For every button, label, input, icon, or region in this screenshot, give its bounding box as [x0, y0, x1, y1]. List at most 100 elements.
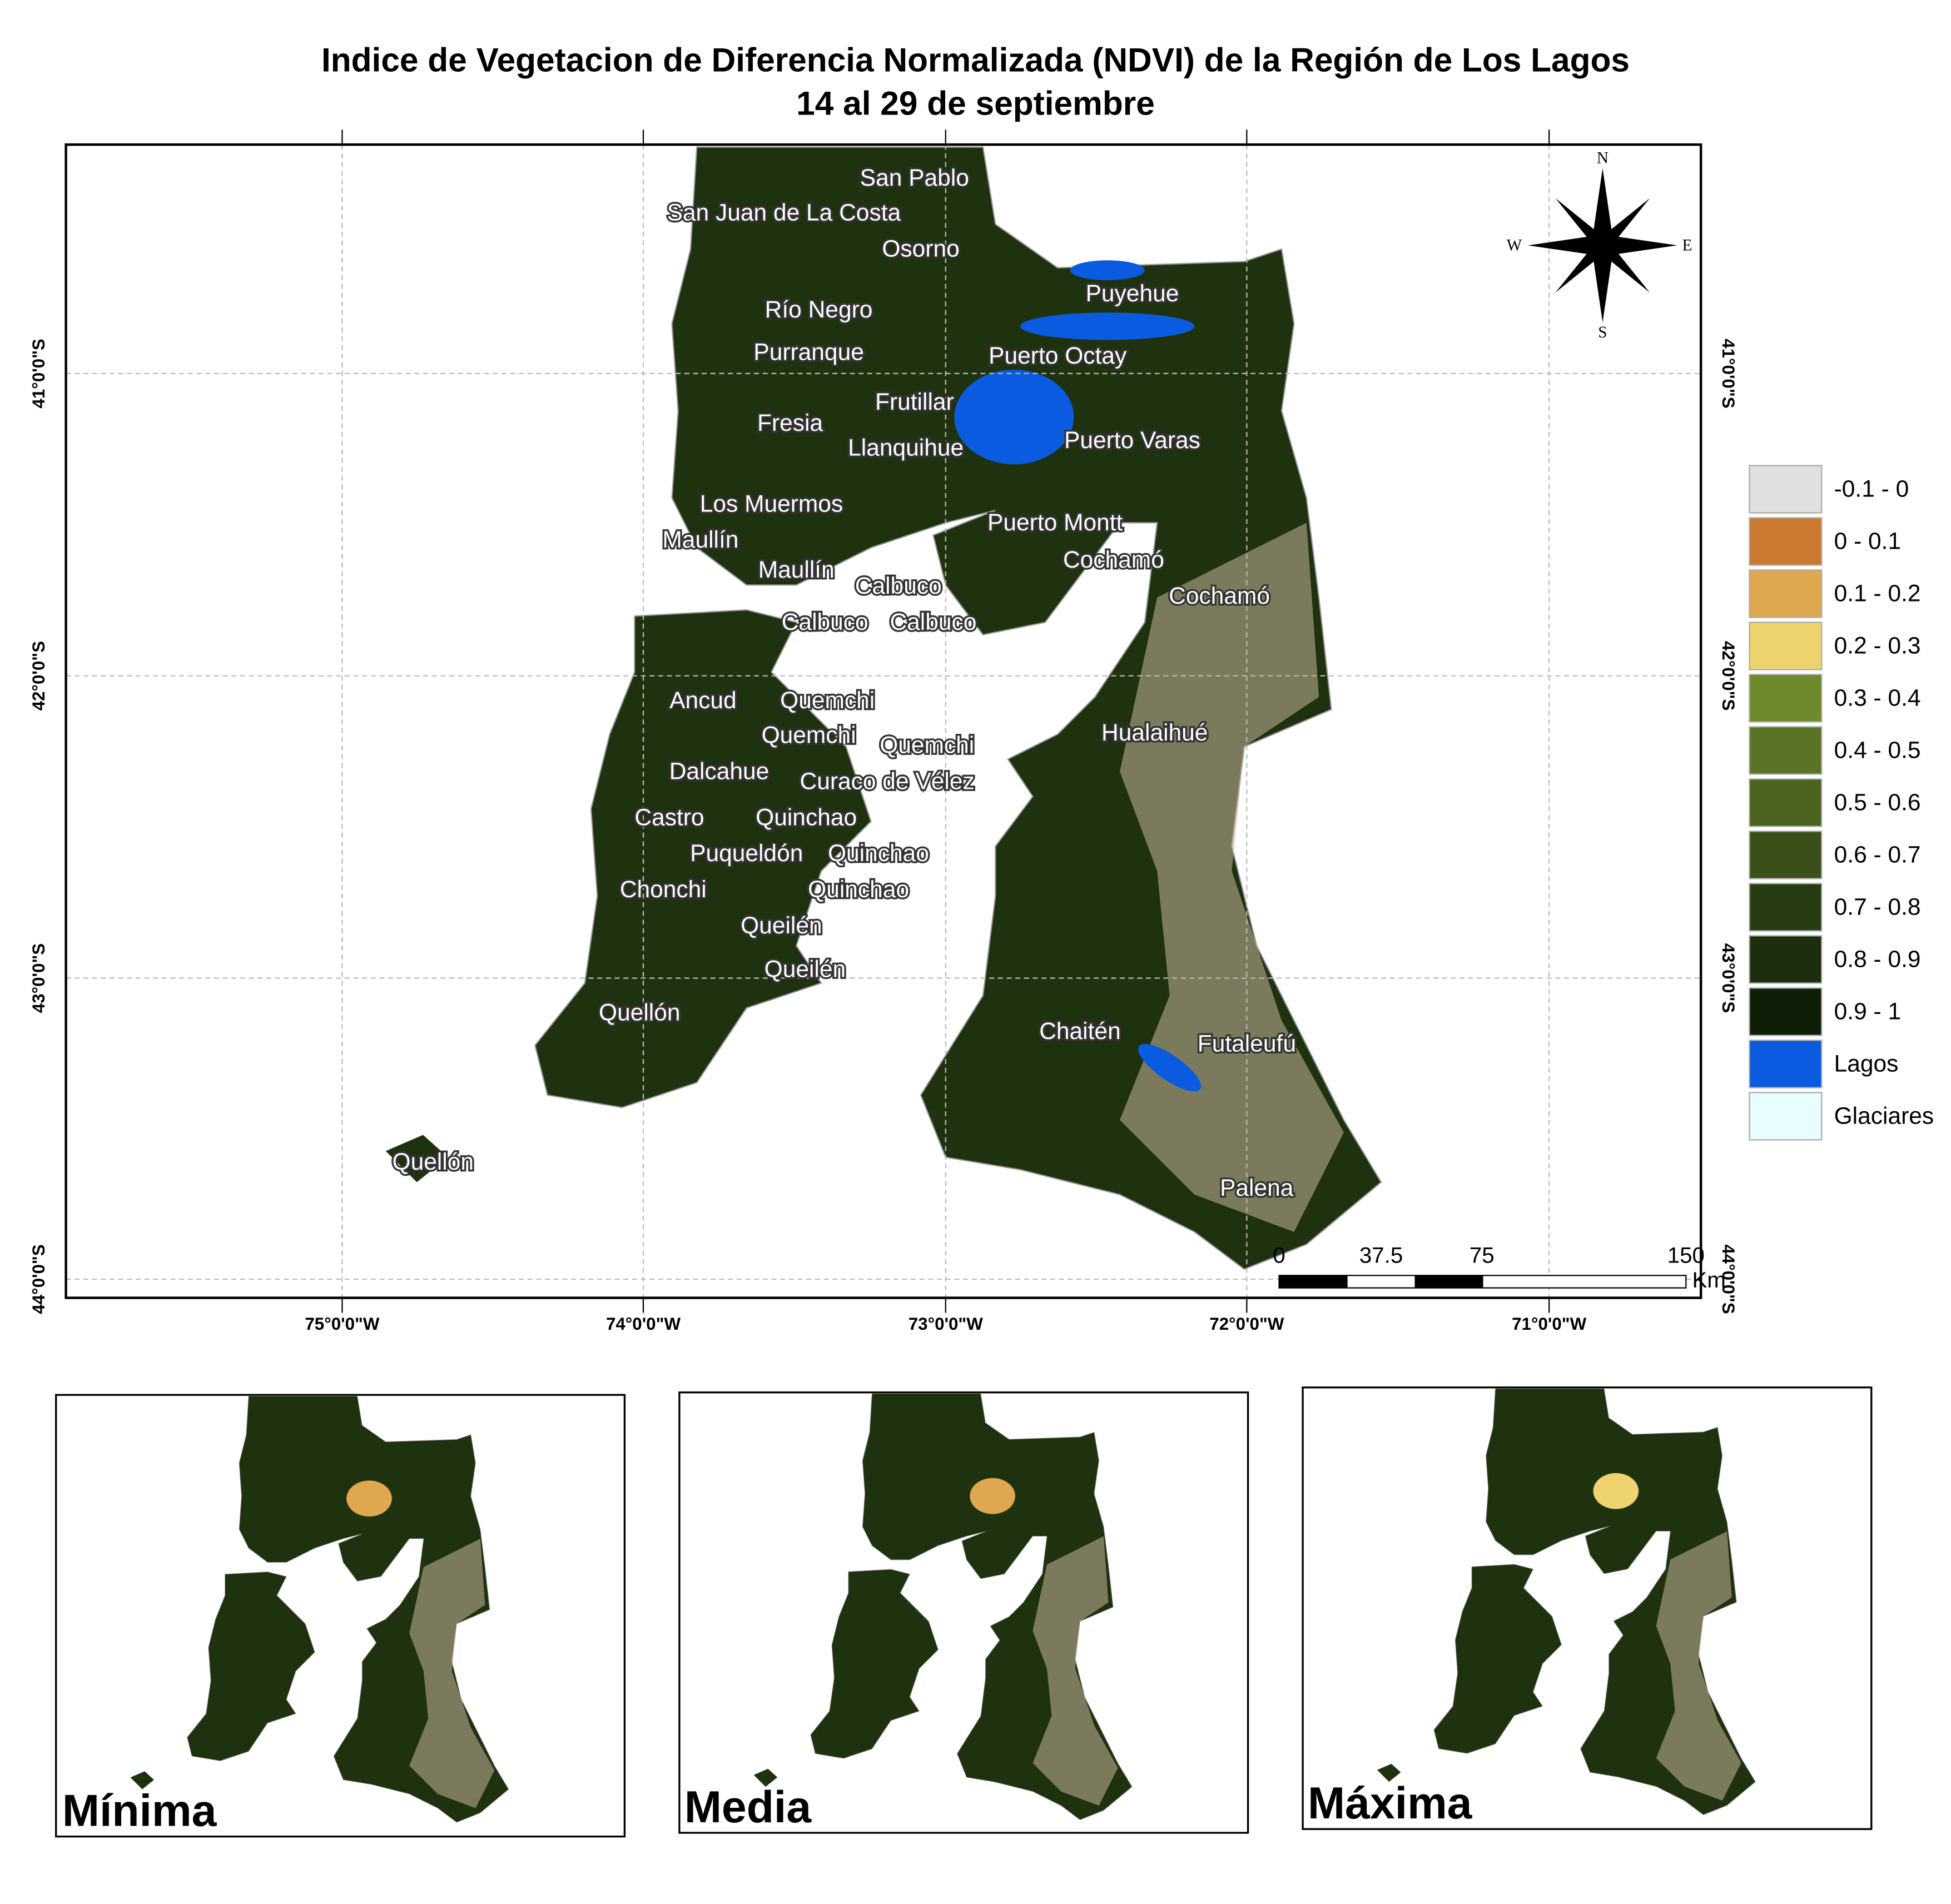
place-label: Quellón [599, 1000, 681, 1026]
scale-unit: Km [1692, 1267, 1726, 1292]
scale-label: 150 [1667, 1242, 1705, 1267]
place-label: Cochamó [1063, 547, 1164, 573]
inset-map [1377, 1388, 1756, 1816]
place-label: Frutillar [875, 389, 954, 415]
lat-label: 44°0'0"S [1719, 1244, 1738, 1314]
legend-label: 0.8 - 0.9 [1834, 946, 1921, 972]
compass-letter: W [1507, 236, 1522, 254]
place-label: Calbuco [855, 573, 942, 599]
place-label: Dalcahue [669, 758, 770, 784]
inset-label: Mínima [62, 1786, 217, 1836]
legend-label: 0 - 0.1 [1834, 528, 1902, 554]
place-label: Cochamó [1169, 583, 1270, 609]
compass-letter: E [1682, 236, 1692, 254]
place-label: Quinchao [808, 877, 909, 903]
legend-swatch [1749, 1092, 1823, 1141]
legend-swatch [1749, 1040, 1823, 1088]
place-label: Los Muermos [700, 491, 843, 517]
main-map [64, 143, 1702, 1299]
lat-label: 43°0'0"S [1719, 943, 1738, 1013]
legend-swatch [1749, 831, 1823, 879]
lat-label: 42°0'0"S [1719, 641, 1738, 710]
inset-label: Máxima [1308, 1778, 1473, 1828]
legend-label: 0.7 - 0.8 [1834, 894, 1921, 920]
place-label: Palena [1220, 1175, 1294, 1201]
legend-swatch [1749, 622, 1823, 670]
place-label: San Pablo [860, 165, 969, 191]
legend-swatch [1749, 883, 1823, 932]
scale-label: 37.5 [1359, 1242, 1403, 1267]
place-label: Chaitén [1039, 1018, 1121, 1045]
place-label: Hualaihué [1101, 720, 1208, 746]
lon-label: 73°0'0"W [909, 1314, 984, 1334]
legend-swatch [1749, 465, 1823, 514]
lon-label: 72°0'0"W [1209, 1314, 1284, 1334]
legend-label: 0.1 - 0.2 [1834, 580, 1921, 607]
place-label: Quinchao [828, 841, 929, 867]
compass [1528, 168, 1677, 323]
scale-label: 75 [1470, 1242, 1495, 1267]
place-label: Puyehue [1086, 281, 1179, 307]
legend-label: Glaciares [1834, 1103, 1934, 1129]
place-label: Río Negro [765, 297, 873, 323]
title: Indice de Vegetacion de Diferencia Norma… [321, 41, 1630, 78]
place-label: Maullín [758, 557, 835, 583]
inset-map [130, 1395, 509, 1823]
place-label: Chonchi [620, 877, 707, 903]
legend-swatch [1749, 726, 1823, 775]
scale-label: 0 [1273, 1242, 1285, 1267]
place-label: Curaco de Vélez [800, 768, 975, 794]
place-label: Calbuco [782, 609, 868, 635]
lat-label: 43°0'0"S [29, 943, 48, 1013]
place-label: Osorno [882, 236, 959, 262]
legend-swatch [1749, 778, 1823, 827]
place-label: Maullín [662, 527, 738, 553]
inset-label: Media [684, 1782, 812, 1832]
place-label: Quemchi [880, 732, 974, 758]
place-label: Puqueldón [690, 841, 803, 867]
place-label: Puerto Octay [989, 343, 1127, 369]
compass-letter: N [1597, 150, 1609, 167]
legend-swatch [1749, 517, 1823, 566]
inset-map [753, 1393, 1133, 1821]
lat-label: 41°0'0"S [1719, 339, 1738, 408]
place-label: Castro [634, 804, 704, 831]
place-label: Queilén [764, 956, 846, 982]
place-label: Quellón [393, 1149, 474, 1175]
legend-label: 0.4 - 0.5 [1834, 737, 1921, 763]
place-label: Quemchi [762, 723, 856, 749]
scale-bar [1278, 1275, 1687, 1289]
legend-label: Lagos [1834, 1051, 1899, 1077]
legend-swatch [1749, 935, 1823, 984]
place-label: Puerto Varas [1064, 427, 1200, 454]
place-label: Puerto Montt [987, 510, 1123, 536]
place-label: Quemchi [780, 688, 875, 714]
legend-swatch [1749, 674, 1823, 723]
compass-letter: S [1598, 324, 1607, 341]
subtitle: 14 al 29 de septiembre [796, 84, 1155, 122]
legend-label: 0.5 - 0.6 [1834, 789, 1921, 816]
place-label: Purranque [753, 339, 863, 365]
legend-label: 0.2 - 0.3 [1834, 633, 1921, 659]
place-label: Queilén [741, 913, 822, 939]
lat-label: 44°0'0"S [29, 1244, 48, 1314]
lat-label: 41°0'0"S [29, 339, 48, 408]
lon-label: 74°0'0"W [606, 1314, 681, 1334]
legend-label: 0.6 - 0.7 [1834, 842, 1921, 868]
legend-label: -0.1 - 0 [1834, 476, 1909, 502]
legend-label: 0.9 - 1 [1834, 998, 1902, 1025]
place-label: Llanquihue [848, 435, 964, 461]
legend-swatch [1749, 569, 1823, 618]
lon-label: 71°0'0"W [1512, 1314, 1587, 1334]
place-label: Quinchao [756, 804, 857, 831]
lat-label: 42°0'0"S [29, 641, 48, 710]
place-label: San Juan de La Costa [667, 200, 901, 226]
place-label: Fresia [757, 410, 823, 436]
place-label: Calbuco [890, 609, 976, 635]
legend-label: 0.3 - 0.4 [1834, 685, 1921, 711]
lon-label: 75°0'0"W [305, 1314, 380, 1334]
legend-swatch [1749, 987, 1823, 1036]
place-label: Ancud [669, 688, 737, 714]
place-label: Futaleufú [1198, 1031, 1296, 1057]
